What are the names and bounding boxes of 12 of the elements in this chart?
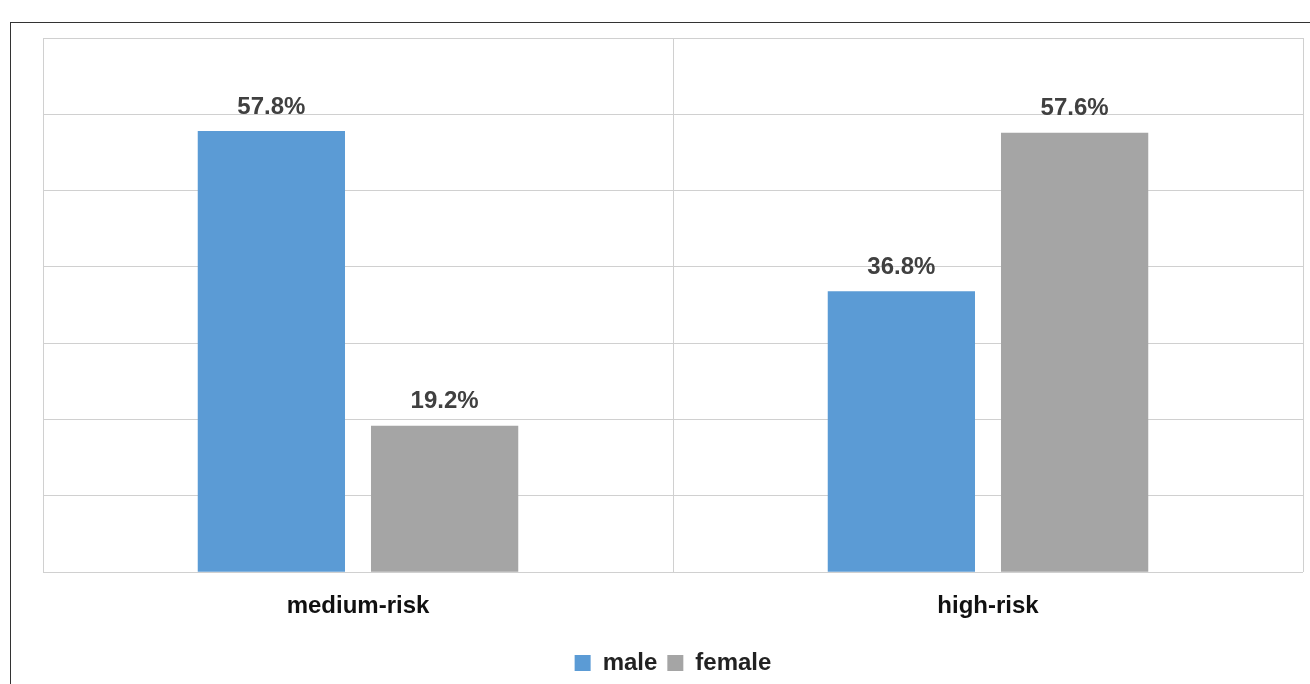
data-label: 19.2% (410, 386, 479, 414)
legend-label: female (695, 647, 772, 675)
x-tick-label: high-risk (937, 591, 1040, 619)
legend-label: male (602, 647, 658, 675)
bar (197, 131, 346, 572)
data-label: 57.8% (237, 91, 306, 119)
x-tick-label: medium-risk (286, 591, 430, 619)
bar (370, 425, 519, 572)
bar (1000, 132, 1149, 572)
bar (827, 291, 976, 572)
data-label: 57.6% (1040, 93, 1109, 121)
data-label: 36.8% (867, 251, 936, 279)
